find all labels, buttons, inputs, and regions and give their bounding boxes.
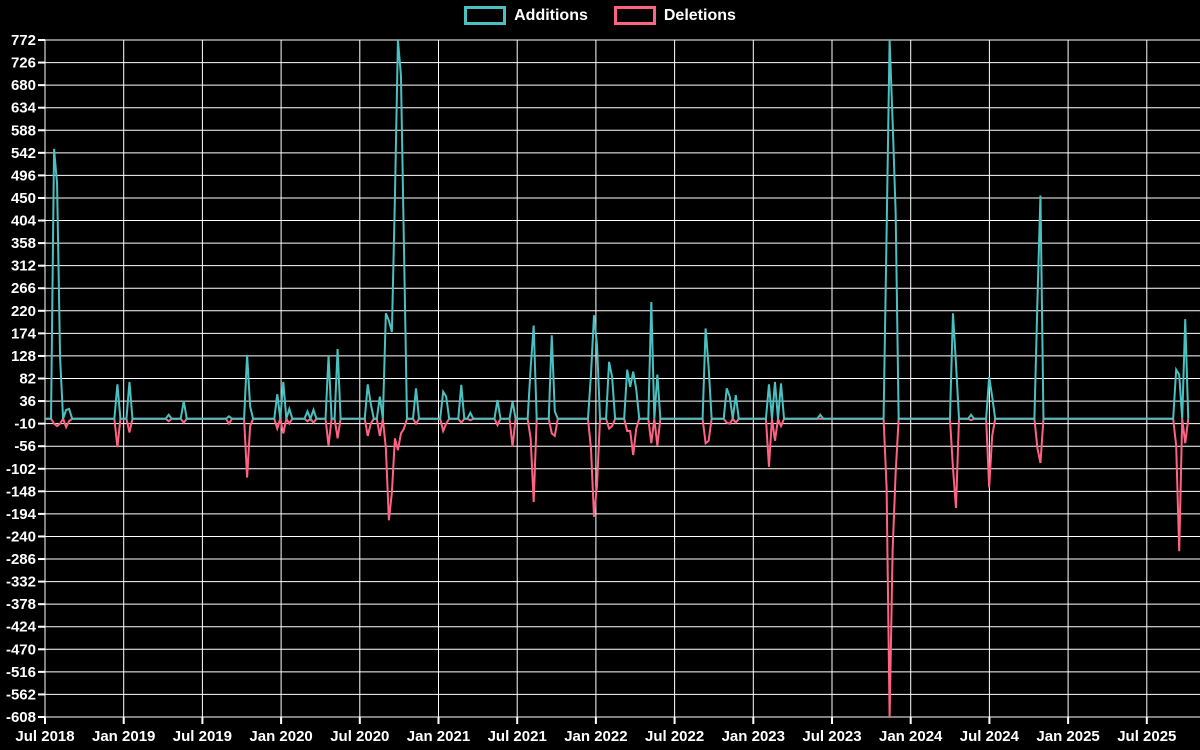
- x-tick-label: Jul 2022: [645, 728, 704, 745]
- x-tick-label: Jul 2025: [1117, 728, 1176, 745]
- x-tick-label: Jan 2023: [722, 728, 785, 745]
- y-tick-label: 128: [11, 348, 36, 365]
- y-tick-label: -562: [6, 686, 36, 703]
- x-tick-label: Jan 2025: [1036, 728, 1099, 745]
- legend-item-additions[interactable]: Additions: [464, 6, 588, 25]
- y-tick-label: 404: [11, 213, 37, 230]
- x-tick-label: Jan 2021: [407, 728, 470, 745]
- legend-additions-label: Additions: [514, 6, 588, 24]
- y-tick-label: 772: [11, 32, 36, 49]
- y-tick-label: 634: [11, 100, 37, 117]
- y-tick-label: 266: [11, 280, 36, 297]
- y-tick-label: 36: [19, 393, 36, 410]
- additions-line-series: [45, 39, 1190, 422]
- additions-swatch-icon: [464, 6, 507, 25]
- y-tick-label: 174: [11, 325, 37, 342]
- y-tick-label: -516: [6, 664, 36, 681]
- chart-legend: Additions Deletions: [0, 6, 1200, 25]
- y-tick-label: 450: [11, 190, 36, 207]
- y-tick-label: 726: [11, 55, 36, 72]
- y-tick-label: 358: [11, 235, 36, 252]
- y-tick-label: 542: [11, 145, 36, 162]
- y-tick-label: -332: [6, 574, 36, 591]
- x-tick-label: Jan 2020: [249, 728, 312, 745]
- x-tick-label: Jul 2024: [960, 728, 1020, 745]
- y-tick-label: -378: [6, 596, 36, 613]
- y-tick-label: -470: [6, 641, 36, 658]
- x-tick-label: Jul 2018: [15, 728, 74, 745]
- x-tick-label: Jul 2021: [488, 728, 547, 745]
- y-tick-label: 312: [11, 258, 36, 275]
- y-tick-label: -102: [6, 461, 36, 478]
- x-tick-label: Jul 2023: [802, 728, 861, 745]
- y-tick-label: -194: [6, 506, 37, 523]
- x-tick-label: Jan 2019: [92, 728, 155, 745]
- x-tick-label: Jan 2022: [564, 728, 627, 745]
- y-tick-label: -10: [14, 416, 36, 433]
- y-tick-label: -608: [6, 709, 36, 726]
- y-tick-label: -286: [6, 551, 36, 568]
- y-tick-label: -148: [6, 483, 36, 500]
- y-tick-label: -424: [6, 619, 37, 636]
- legend-item-deletions[interactable]: Deletions: [613, 6, 736, 25]
- x-tick-label: Jul 2019: [173, 728, 232, 745]
- x-tick-label: Jul 2020: [330, 728, 389, 745]
- y-tick-label: 680: [11, 77, 36, 94]
- y-tick-label: 82: [19, 371, 36, 388]
- legend-deletions-label: Deletions: [663, 6, 736, 24]
- y-tick-label: 496: [11, 167, 36, 184]
- x-tick-label: Jan 2024: [879, 728, 943, 745]
- y-tick-label: -56: [14, 438, 36, 455]
- y-tick-label: 220: [11, 303, 36, 320]
- deletions-swatch-icon: [613, 6, 656, 25]
- y-tick-label: -240: [6, 528, 36, 545]
- y-tick-label: 588: [11, 122, 36, 139]
